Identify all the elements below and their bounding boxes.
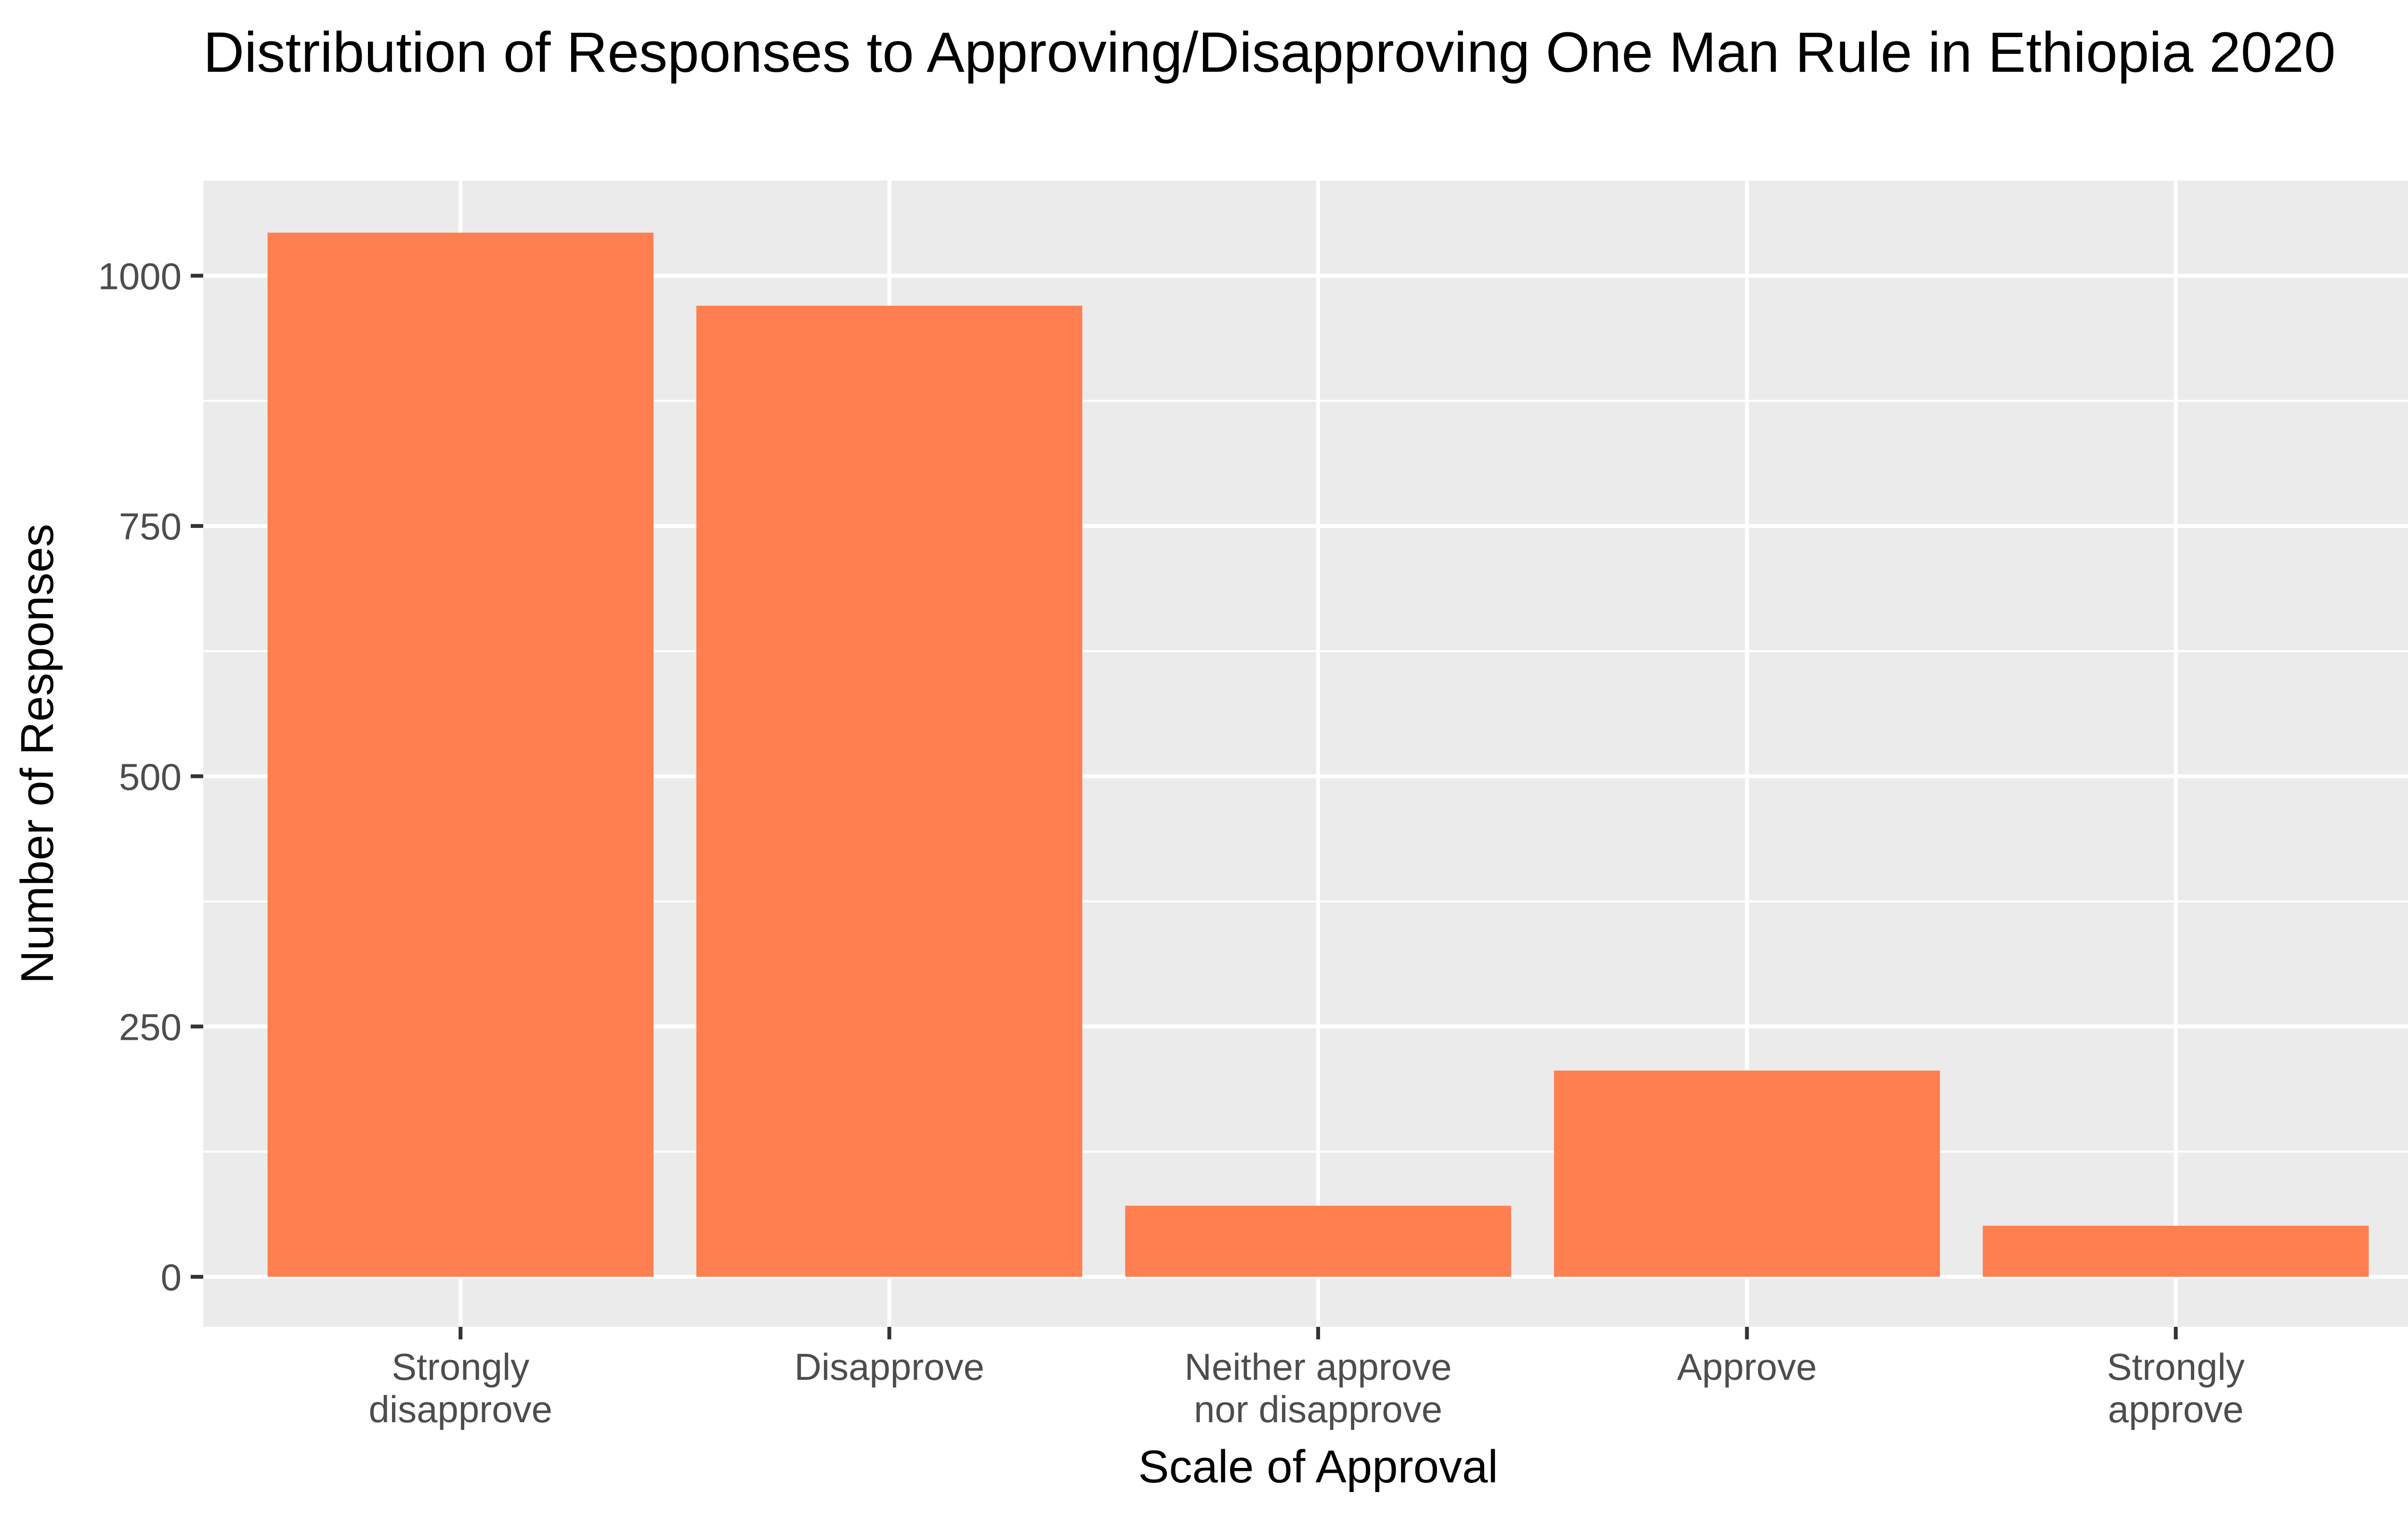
bar bbox=[267, 233, 654, 1277]
x-tick-label-line: nor disapprove bbox=[1194, 1388, 1442, 1430]
x-tick-label-line: approve bbox=[2108, 1388, 2244, 1430]
bar bbox=[1125, 1205, 1511, 1277]
x-tick-label-line: Neither approve bbox=[1185, 1346, 1452, 1388]
x-tick-label-line: disapprove bbox=[368, 1388, 552, 1430]
bar bbox=[696, 305, 1083, 1277]
bar bbox=[1983, 1226, 2369, 1277]
x-tick-label: Approve bbox=[1677, 1346, 1817, 1388]
x-tick-label-line: Strongly bbox=[2107, 1346, 2245, 1388]
x-tick-label: Strongly disapprove bbox=[368, 1346, 552, 1430]
bar bbox=[1554, 1070, 1940, 1277]
y-tick-label: 500 bbox=[119, 756, 182, 798]
x-tick-label: Neither approve nor disapprove bbox=[1185, 1346, 1452, 1430]
x-axis-title: Scale of Approval bbox=[1138, 1441, 1498, 1493]
x-tick-label-line: Disapprove bbox=[794, 1346, 984, 1388]
y-tick-label: 250 bbox=[119, 1006, 182, 1048]
y-tick-label: 750 bbox=[119, 505, 182, 548]
y-axis: 0 250 500 750 1000 bbox=[98, 255, 203, 1298]
x-tick-label-line: Approve bbox=[1677, 1346, 1817, 1388]
x-tick-label-line: Strongly bbox=[392, 1346, 529, 1388]
x-tick-label: Disapprove bbox=[794, 1346, 984, 1388]
y-tick-label: 1000 bbox=[98, 255, 182, 297]
y-axis-title: Number of Responses bbox=[12, 524, 63, 983]
y-tick-label: 0 bbox=[161, 1256, 182, 1298]
chart-title: Distribution of Responses to Approving/D… bbox=[203, 21, 2336, 84]
x-tick-label: Strongly approve bbox=[2107, 1346, 2245, 1430]
bars bbox=[267, 233, 2369, 1277]
